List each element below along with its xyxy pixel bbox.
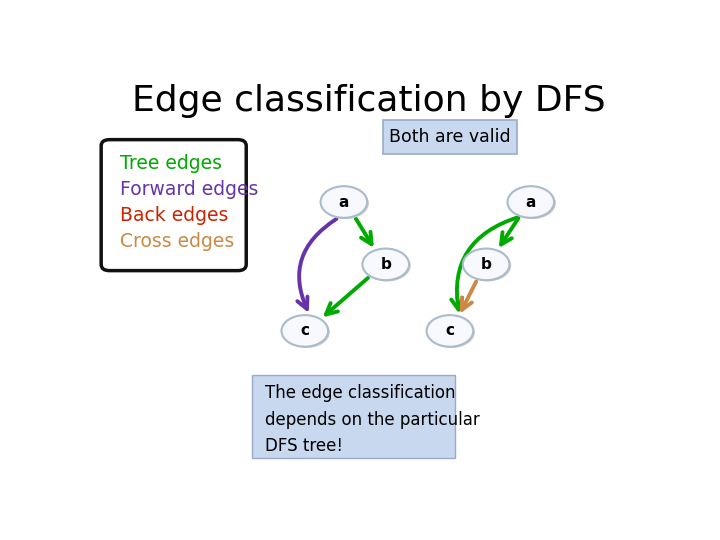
Ellipse shape (320, 186, 367, 218)
Text: a: a (338, 194, 349, 210)
Text: Cross edges: Cross edges (120, 232, 234, 252)
Text: c: c (300, 323, 310, 339)
Text: Tree edges: Tree edges (120, 154, 222, 173)
Text: a: a (526, 194, 536, 210)
Ellipse shape (323, 187, 369, 219)
Ellipse shape (508, 186, 554, 218)
Ellipse shape (426, 315, 473, 347)
Ellipse shape (282, 315, 328, 347)
Ellipse shape (463, 248, 510, 280)
Text: Back edges: Back edges (120, 206, 228, 225)
Ellipse shape (364, 250, 410, 281)
Ellipse shape (464, 250, 511, 281)
Text: b: b (380, 257, 391, 272)
Text: Both are valid: Both are valid (389, 128, 510, 146)
Ellipse shape (428, 316, 475, 348)
FancyBboxPatch shape (101, 140, 246, 271)
Text: Forward edges: Forward edges (120, 180, 258, 199)
Ellipse shape (283, 316, 330, 348)
FancyBboxPatch shape (252, 375, 456, 458)
Text: The edge classification
depends on the particular
DFS tree!: The edge classification depends on the p… (265, 384, 480, 455)
Text: c: c (446, 323, 454, 339)
FancyBboxPatch shape (383, 120, 517, 154)
Text: Edge classification by DFS: Edge classification by DFS (132, 84, 606, 118)
Ellipse shape (362, 248, 409, 280)
Text: b: b (481, 257, 492, 272)
Ellipse shape (509, 187, 556, 219)
